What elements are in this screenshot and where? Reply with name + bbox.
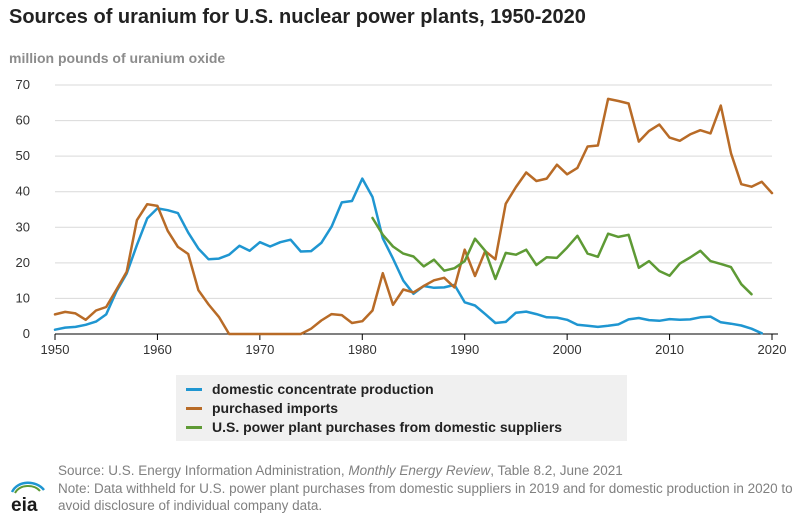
series-domestic-production [53,177,764,335]
legend-label-domestic-suppliers: U.S. power plant purchases from domestic… [212,419,563,435]
y-tick-label: 0 [23,326,30,341]
x-tick-label: 1990 [450,342,479,357]
y-tick-label: 50 [16,148,30,163]
x-tick-label: 1950 [41,342,70,357]
legend-label-purchased-imports: purchased imports [212,400,339,416]
legend-swatch-domestic-production [186,387,202,391]
y-axis-label: million pounds of uranium oxide [9,50,226,66]
grid-layer [55,84,772,299]
axis-layer: 0 10 20 30 40 50 60 70 1950 1960 1970 1980 1990 2000 2… [16,77,787,357]
x-tick-label: 1960 [143,342,172,357]
x-tick-label: 1980 [348,342,377,357]
legend-item-domestic-production: domestic concentrate production [186,380,434,398]
data-note: Note: Data withheld for U.S. power plant… [58,480,793,514]
source-note: Source: U.S. Energy Information Administ… [58,462,793,480]
x-tick-label: 2020 [758,342,787,357]
series-domestic-suppliers [371,216,753,296]
series-purchased-imports [53,97,774,336]
y-tick-label: 60 [16,113,30,128]
y-tick-label: 20 [16,255,30,270]
legend-item-purchased-imports: purchased imports [186,399,338,417]
legend: domestic concentrate production purchase… [176,375,627,441]
svg-text:eia: eia [11,495,38,516]
legend-item-domestic-suppliers: U.S. power plant purchases from domestic… [186,418,562,436]
source-text-pre: Source: U.S. Energy Information Administ… [58,463,349,478]
legend-swatch-domestic-suppliers [186,425,202,429]
legend-label-domestic-production: domestic concentrate production [212,381,434,397]
y-tick-label: 70 [16,77,30,92]
chart-title: Sources of uranium for U.S. nuclear powe… [9,6,586,28]
source-text-post: , Table 8.2, June 2021 [490,463,623,478]
x-tick-label: 1970 [245,342,274,357]
x-tick-label: 2000 [553,342,582,357]
footer-notes: Source: U.S. Energy Information Administ… [58,462,793,515]
legend-swatch-purchased-imports [186,406,202,410]
series-layer [53,97,774,336]
x-tick-label: 2010 [655,342,684,357]
y-tick-label: 30 [16,219,30,234]
source-publication: Monthly Energy Review [348,463,491,478]
eia-logo: eia [10,481,45,516]
y-tick-label: 40 [16,184,30,199]
line-chart: 0 10 20 30 40 50 60 70 1950 1960 1970 1980 1990 2000 2… [16,77,787,357]
y-tick-label: 10 [16,290,30,305]
